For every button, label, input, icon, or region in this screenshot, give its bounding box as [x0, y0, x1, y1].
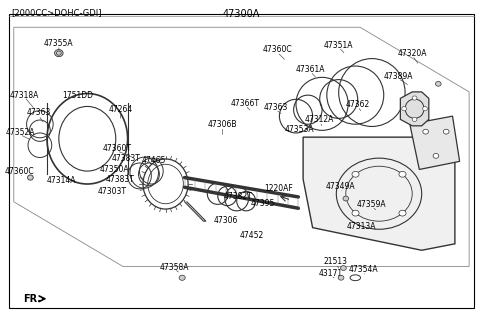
Ellipse shape	[338, 275, 344, 280]
Ellipse shape	[412, 96, 417, 100]
Ellipse shape	[402, 107, 407, 111]
Text: 47363: 47363	[264, 103, 288, 112]
Ellipse shape	[412, 117, 417, 122]
Text: 21513: 21513	[324, 257, 348, 266]
Text: 47313A: 47313A	[346, 222, 376, 230]
Ellipse shape	[341, 266, 346, 271]
Text: 47320A: 47320A	[397, 49, 427, 58]
Ellipse shape	[55, 50, 63, 57]
Text: FR.: FR.	[23, 294, 41, 304]
Text: 47353A: 47353A	[285, 125, 314, 134]
Text: 47360C: 47360C	[262, 45, 292, 54]
Text: 47358A: 47358A	[159, 262, 189, 272]
Ellipse shape	[343, 196, 348, 201]
Text: 47452: 47452	[240, 231, 264, 240]
Text: 47312A: 47312A	[305, 115, 335, 124]
Text: 47303T: 47303T	[98, 187, 127, 196]
Text: 47350A: 47350A	[99, 165, 129, 174]
Text: 47306B: 47306B	[208, 120, 237, 129]
Polygon shape	[303, 137, 455, 250]
Ellipse shape	[435, 82, 441, 86]
Ellipse shape	[399, 210, 406, 216]
Text: 47382T: 47382T	[223, 192, 252, 201]
Text: 43171: 43171	[319, 269, 343, 278]
Ellipse shape	[399, 171, 406, 177]
Text: 47360T: 47360T	[102, 144, 131, 153]
Text: [2000CC>DOHC-GDI]: [2000CC>DOHC-GDI]	[12, 8, 102, 18]
Ellipse shape	[179, 275, 185, 280]
Ellipse shape	[27, 175, 33, 180]
Ellipse shape	[423, 129, 429, 134]
Text: 47300A: 47300A	[223, 9, 260, 20]
FancyBboxPatch shape	[9, 14, 474, 308]
Text: 47366T: 47366T	[231, 99, 260, 108]
Text: 47389A: 47389A	[383, 72, 413, 81]
Text: 47383T: 47383T	[106, 175, 135, 184]
Polygon shape	[184, 202, 206, 221]
Text: 47359A: 47359A	[357, 200, 387, 209]
Ellipse shape	[423, 107, 427, 111]
Text: 47361A: 47361A	[296, 65, 325, 74]
Text: 47264: 47264	[108, 105, 132, 114]
Text: 47383T: 47383T	[112, 154, 141, 163]
Text: 47395: 47395	[251, 199, 275, 208]
Ellipse shape	[444, 129, 449, 134]
Text: 47318A: 47318A	[10, 91, 39, 100]
Polygon shape	[400, 92, 429, 126]
Text: 47306: 47306	[214, 216, 239, 225]
Ellipse shape	[352, 210, 359, 216]
Ellipse shape	[352, 171, 359, 177]
Text: 47362: 47362	[346, 100, 370, 109]
Text: 47355A: 47355A	[44, 39, 73, 48]
Text: 47465: 47465	[142, 156, 166, 165]
Ellipse shape	[433, 154, 439, 158]
Text: 47314A: 47314A	[47, 176, 76, 185]
Text: 47354A: 47354A	[349, 264, 379, 274]
Polygon shape	[410, 116, 460, 170]
Text: 47363: 47363	[26, 109, 50, 117]
Text: 1751DD: 1751DD	[62, 91, 93, 100]
Text: 47351A: 47351A	[324, 40, 353, 50]
Text: 47352A: 47352A	[5, 128, 35, 137]
Text: 47349A: 47349A	[325, 182, 355, 191]
Text: 1220AF: 1220AF	[264, 184, 293, 193]
Text: 47360C: 47360C	[5, 167, 34, 176]
